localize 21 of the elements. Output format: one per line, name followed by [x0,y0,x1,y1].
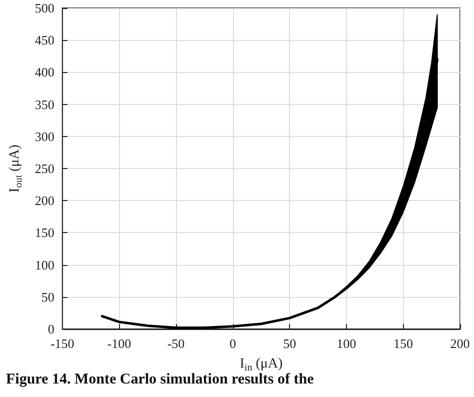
x-tick-label: 100 [336,336,356,351]
x-tick-label: 150 [393,336,413,351]
y-tick-label: 250 [34,161,54,176]
x-tick-label: -50 [167,336,185,351]
y-tick-label: 100 [34,257,54,272]
y-tick-label: 150 [34,225,54,240]
y-axis-title: Iout (μA) [8,144,24,192]
x-tick-label: 200 [450,336,470,351]
caption: Figure 14. Monte Carlo simulation results of the [6,372,314,388]
x-tick-label: 0 [230,336,236,351]
y-tick-label: 500 [34,0,54,16]
y-tick-label: 50 [41,289,54,304]
y-tick-label: 350 [34,96,54,112]
x-tick-label: 50 [283,336,296,351]
y-tick-label: 0 [48,322,54,336]
y-tick-label: 400 [34,64,54,80]
y-tick-label: 300 [34,128,54,144]
x-tick-label: -100 [107,336,132,351]
x-tick-label: -150 [50,336,74,351]
y-tick-label: 450 [34,32,54,48]
y-tick-label: 200 [34,193,54,208]
